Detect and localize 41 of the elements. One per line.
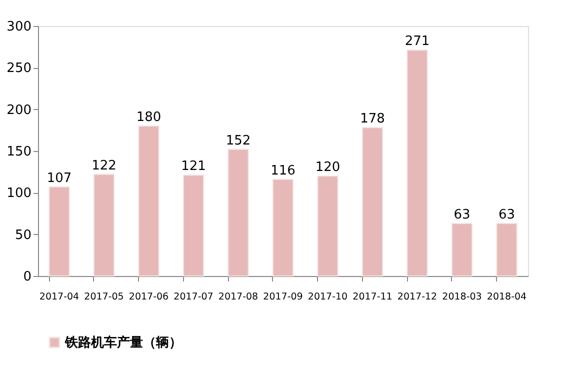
x-tick-label: 2017-07 — [174, 292, 214, 302]
data-label: 107 — [46, 170, 72, 186]
data-label: 178 — [360, 112, 385, 127]
bar — [451, 223, 473, 276]
y-tick-label: 100 — [6, 186, 32, 202]
data-label: 121 — [181, 159, 206, 174]
bar — [228, 148, 249, 276]
x-tick-label: 2017-04 — [39, 292, 80, 302]
data-label: 63 — [454, 208, 470, 222]
bar — [406, 50, 428, 276]
y-tick-label: 0 — [23, 270, 32, 284]
x-tick-label: 2017-09 — [263, 292, 303, 302]
x-tick-label: 2017-12 — [397, 292, 438, 302]
y-tick-label: 200 — [6, 102, 32, 118]
bar — [93, 174, 115, 276]
data-label: 120 — [315, 160, 340, 175]
bar — [182, 174, 204, 276]
y-tick-label: 300 — [6, 20, 32, 34]
bar — [362, 127, 384, 276]
bar — [48, 186, 70, 276]
data-label: 152 — [226, 133, 251, 148]
x-tick-label: 2018-04 — [486, 292, 527, 302]
data-label: 63 — [498, 208, 516, 222]
x-tick-label: 2018-03 — [442, 292, 482, 302]
x-tick-label: 2017-06 — [128, 292, 169, 302]
data-label: 180 — [136, 110, 162, 125]
y-tick-label: 250 — [6, 61, 32, 76]
x-tick-label: 2017-11 — [352, 292, 392, 302]
x-tick-label: 2017-08 — [218, 292, 258, 302]
bar — [496, 223, 518, 276]
x-tick-label: 2017-05 — [84, 292, 124, 302]
x-tick-label: 2017-10 — [308, 292, 348, 302]
y-tick-label: 50 — [14, 228, 32, 243]
data-label: 271 — [404, 34, 430, 50]
bar — [272, 178, 294, 276]
y-tick-label: 150 — [6, 144, 32, 160]
bar — [317, 176, 338, 276]
data-label: 122 — [92, 158, 116, 174]
bar — [138, 126, 160, 276]
legend-label: 铁路机车产量（辆） — [64, 334, 182, 350]
data-label: 116 — [270, 163, 296, 178]
